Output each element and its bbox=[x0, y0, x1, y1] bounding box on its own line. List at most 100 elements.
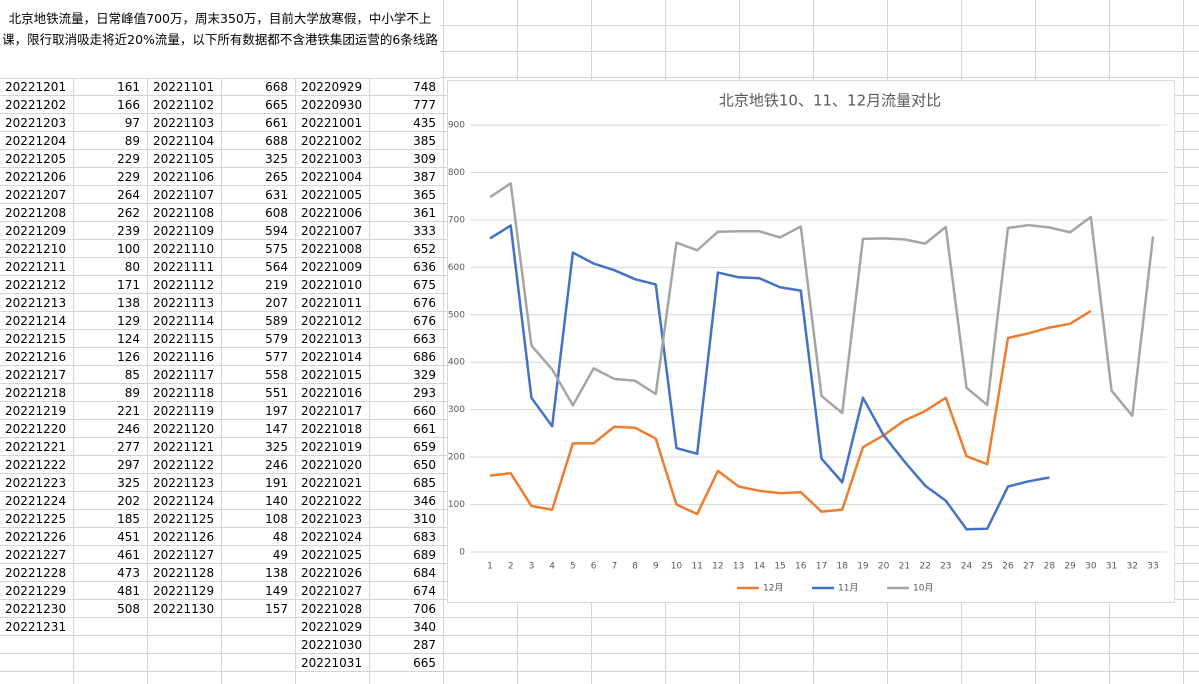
value-cell: 575 bbox=[265, 242, 288, 256]
date-cell: 20221005 bbox=[301, 188, 363, 202]
value-cell: 85 bbox=[124, 368, 140, 382]
value-cell: 674 bbox=[413, 584, 436, 598]
date-cell: 20221008 bbox=[301, 242, 363, 256]
value-cell: 661 bbox=[265, 116, 288, 130]
x-tick-label: 17 bbox=[816, 562, 827, 572]
value-cell: 89 bbox=[124, 134, 140, 148]
date-cell: 20221219 bbox=[5, 404, 67, 418]
date-cell: 20221026 bbox=[301, 566, 363, 580]
y-tick-label: 0 bbox=[459, 548, 465, 558]
date-cell: 20221119 bbox=[153, 404, 215, 418]
value-cell: 265 bbox=[265, 170, 288, 184]
date-cell: 20221018 bbox=[301, 422, 363, 436]
value-cell: 126 bbox=[117, 350, 140, 364]
y-tick-label: 500 bbox=[448, 310, 465, 320]
series-line bbox=[489, 224, 1050, 531]
date-cell: 20221019 bbox=[301, 440, 363, 454]
date-cell: 20221220 bbox=[5, 422, 67, 436]
value-cell: 97 bbox=[124, 116, 140, 130]
value-cell: 329 bbox=[413, 368, 436, 382]
x-tick-label: 13 bbox=[733, 562, 744, 572]
value-cell: 365 bbox=[413, 188, 436, 202]
value-cell: 297 bbox=[117, 458, 140, 472]
date-cell: 20221127 bbox=[153, 548, 215, 562]
date-cell: 20221212 bbox=[5, 278, 67, 292]
value-cell: 239 bbox=[117, 224, 140, 238]
x-tick-label: 31 bbox=[1106, 562, 1117, 572]
date-cell: 20221012 bbox=[301, 314, 363, 328]
x-tick-label: 18 bbox=[836, 562, 848, 572]
date-cell: 20221116 bbox=[153, 350, 215, 364]
value-cell: 346 bbox=[413, 494, 436, 508]
legend-label: 10月 bbox=[913, 583, 933, 594]
note: 北京地铁流量，日常峰值700万，周末350万，目前大学放寒假，中小学不上课，限行… bbox=[2, 11, 438, 47]
value-cell: 551 bbox=[265, 386, 288, 400]
value-cell: 293 bbox=[413, 386, 436, 400]
date-cell: 20221129 bbox=[153, 584, 215, 598]
value-cell: 636 bbox=[413, 260, 436, 274]
value-cell: 140 bbox=[265, 494, 288, 508]
date-cell: 20221002 bbox=[301, 134, 363, 148]
date-cell: 20221126 bbox=[153, 530, 215, 544]
date-cell: 20221207 bbox=[5, 188, 67, 202]
value-cell: 661 bbox=[413, 422, 436, 436]
date-cell: 20221204 bbox=[5, 134, 67, 148]
value-cell: 650 bbox=[413, 458, 436, 472]
value-cell: 108 bbox=[265, 512, 288, 526]
date-cell: 20221124 bbox=[153, 494, 215, 508]
value-cell: 246 bbox=[117, 422, 140, 436]
x-tick-label: 11 bbox=[691, 562, 702, 572]
date-cell: 20221011 bbox=[301, 296, 363, 310]
x-tick-label: 10 bbox=[671, 562, 683, 572]
value-cell: 777 bbox=[413, 98, 436, 112]
date-cell: 20221001 bbox=[301, 116, 363, 130]
value-cell: 138 bbox=[265, 566, 288, 580]
date-cell: 20221021 bbox=[301, 476, 363, 490]
date-cell: 20221029 bbox=[301, 620, 363, 634]
value-cell: 202 bbox=[117, 494, 140, 508]
value-cell: 508 bbox=[117, 602, 140, 616]
date-cell: 20221117 bbox=[153, 368, 215, 382]
value-cell: 686 bbox=[413, 350, 436, 364]
date-cell: 20221230 bbox=[5, 602, 67, 616]
value-cell: 171 bbox=[117, 278, 140, 292]
date-cell: 20221108 bbox=[153, 206, 215, 220]
x-tick-label: 12 bbox=[712, 562, 723, 572]
date-cell: 20221225 bbox=[5, 512, 67, 526]
x-tick-label: 28 bbox=[1044, 562, 1056, 572]
value-cell: 688 bbox=[265, 134, 288, 148]
date-cell: 20221022 bbox=[301, 494, 363, 508]
value-cell: 665 bbox=[413, 656, 436, 670]
date-cell: 20221027 bbox=[301, 584, 363, 598]
date-cell: 20221123 bbox=[153, 476, 215, 490]
value-cell: 481 bbox=[117, 584, 140, 598]
date-cell: 20221218 bbox=[5, 386, 67, 400]
date-cell: 20221016 bbox=[301, 386, 363, 400]
value-cell: 385 bbox=[413, 134, 436, 148]
value-cell: 676 bbox=[413, 296, 436, 310]
date-cell: 20221205 bbox=[5, 152, 67, 166]
y-tick-label: 700 bbox=[448, 215, 465, 225]
date-cell: 20221210 bbox=[5, 242, 67, 256]
date-cell: 20221226 bbox=[5, 530, 67, 544]
date-cell: 20221007 bbox=[301, 224, 363, 238]
value-cell: 577 bbox=[265, 350, 288, 364]
value-cell: 387 bbox=[413, 170, 436, 184]
value-cell: 689 bbox=[413, 548, 436, 562]
value-cell: 325 bbox=[265, 152, 288, 166]
value-cell: 564 bbox=[265, 260, 288, 274]
date-cell: 20221217 bbox=[5, 368, 67, 382]
date-cell: 20221231 bbox=[5, 620, 67, 634]
date-cell: 20221223 bbox=[5, 476, 67, 490]
x-tick-label: 6 bbox=[591, 562, 597, 572]
x-tick-label: 20 bbox=[878, 562, 890, 572]
value-cell: 706 bbox=[413, 602, 436, 616]
value-cell: 138 bbox=[117, 296, 140, 310]
date-cell: 20221229 bbox=[5, 584, 67, 598]
date-cell: 20221115 bbox=[153, 332, 215, 346]
date-cell: 20221103 bbox=[153, 116, 215, 130]
value-cell: 310 bbox=[413, 512, 436, 526]
value-cell: 246 bbox=[265, 458, 288, 472]
value-cell: 608 bbox=[265, 206, 288, 220]
value-cell: 594 bbox=[265, 224, 288, 238]
